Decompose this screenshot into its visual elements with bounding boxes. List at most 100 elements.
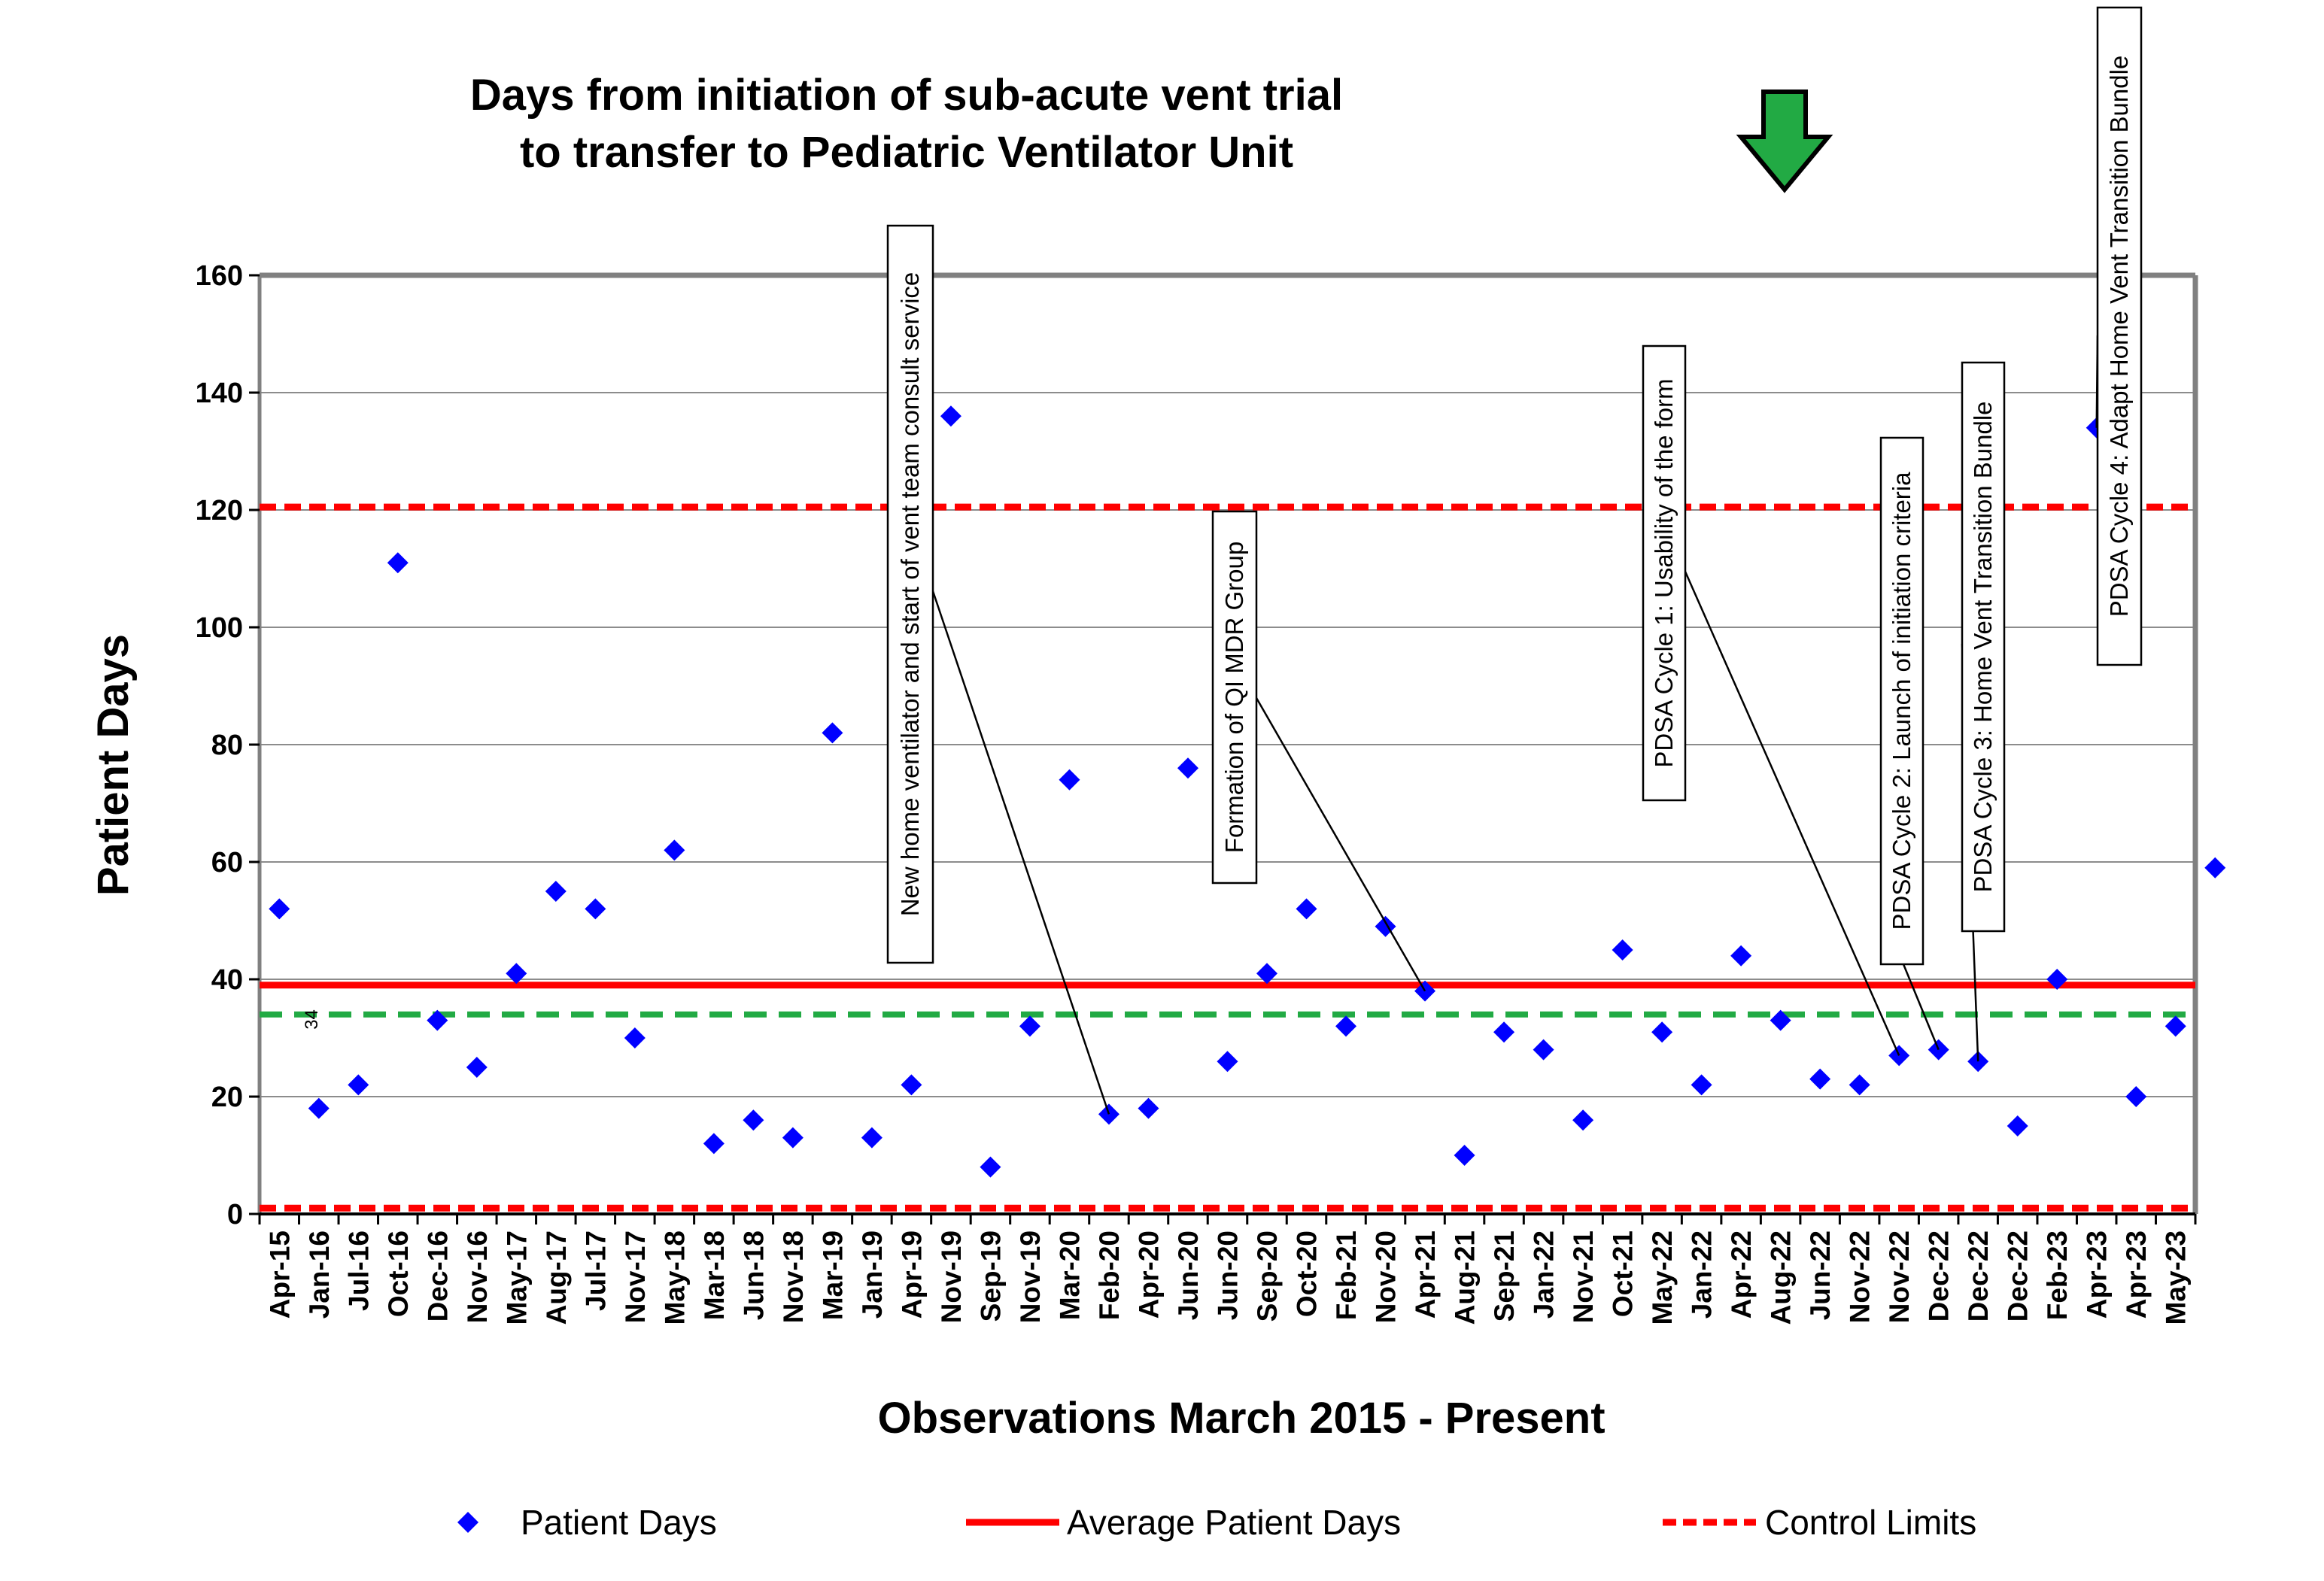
data-point <box>1730 945 1752 967</box>
annotation-callout: Formation of QI MDR Group <box>1211 510 1426 992</box>
x-tick-label: Jan-22 <box>1529 1231 1560 1319</box>
data-point <box>2204 857 2226 879</box>
annotation-text: Formation of QI MDR Group <box>1220 542 1248 853</box>
x-tick-label: Apr-23 <box>2082 1231 2113 1319</box>
legend-marker-diamond <box>457 1512 478 1533</box>
down-arrow-icon <box>1736 90 1833 193</box>
data-point <box>2165 1015 2186 1037</box>
data-point <box>1651 1021 1673 1043</box>
x-tick-label: Jul-17 <box>580 1231 611 1311</box>
annotation-box <box>2096 6 2143 666</box>
annotation-box <box>886 224 934 964</box>
annotation-text: PDSA Cycle 3: Home Vent Transition Bundl… <box>1969 401 1997 892</box>
legend-item: Patient Days <box>457 1503 717 1542</box>
annotation-callout: PDSA Cycle 2: Launch of initiation crite… <box>1879 436 1940 1051</box>
data-point <box>1849 1074 1870 1096</box>
x-tick-label: Oct-21 <box>1608 1231 1639 1317</box>
x-tick-label: Oct-16 <box>383 1231 414 1317</box>
x-tick-label: Mar-20 <box>1054 1231 1085 1320</box>
annotation-leader-line <box>1255 697 1426 992</box>
chart-title-line-1: Days from initiation of sub-acute vent t… <box>470 71 1343 120</box>
data-point <box>1612 939 1633 960</box>
x-tick-label: Nov-18 <box>778 1231 809 1323</box>
x-tick-label: Apr-20 <box>1133 1231 1164 1319</box>
y-tick-label: 100 <box>196 612 243 644</box>
x-tick-label: Dec-22 <box>1924 1231 1955 1322</box>
y-tick-label: 0 <box>227 1199 243 1231</box>
annotation-text: PDSA Cycle 1: Usability of the form <box>1650 378 1678 767</box>
data-point <box>585 898 606 920</box>
annotation-leader-line <box>1902 963 1940 1051</box>
x-tick-label: Apr-22 <box>1726 1231 1757 1319</box>
data-point <box>1809 1068 1831 1090</box>
data-point <box>1019 1015 1040 1037</box>
data-point <box>1217 1051 1238 1073</box>
data-point <box>1177 757 1198 779</box>
x-tick-label: Mar-18 <box>699 1231 730 1320</box>
x-tick-label: Apr-23 <box>2121 1231 2152 1319</box>
data-point <box>664 839 685 861</box>
chart-title: Days from initiation of sub-acute vent t… <box>470 71 1343 177</box>
x-axis-title: Observations March 2015 - Present <box>877 1394 1605 1443</box>
x-tick-label: Dec-22 <box>2003 1231 2034 1322</box>
legend: Patient Days Average Patient Days Control … <box>457 1503 1976 1542</box>
y-tick-label: 40 <box>211 964 243 996</box>
y-tick-label: 140 <box>196 378 243 409</box>
x-tick-label: Jan-16 <box>304 1231 335 1319</box>
x-tick-label: Jan-22 <box>1687 1231 1718 1319</box>
data-point <box>466 1057 488 1078</box>
data-point <box>1533 1039 1554 1061</box>
annotation-box <box>1879 436 1925 966</box>
x-tick-label: Jun-18 <box>738 1231 769 1320</box>
x-tick-label: Apr-15 <box>264 1231 295 1319</box>
x-tick-label: May-18 <box>659 1231 690 1325</box>
data-point <box>427 1009 448 1031</box>
data-point <box>1493 1021 1515 1043</box>
data-point <box>1454 1145 1475 1166</box>
annotation-text: New home ventilator and start of vent te… <box>896 272 924 917</box>
data-point <box>387 552 409 574</box>
data-point <box>1296 898 1317 920</box>
data-point <box>308 1097 330 1119</box>
legend-label: Average Patient Days <box>1067 1503 1401 1542</box>
data-point <box>1138 1097 1159 1119</box>
data-point <box>545 881 567 902</box>
x-tick-label: May-17 <box>501 1231 532 1325</box>
x-tick-label: Apr-21 <box>1410 1231 1441 1319</box>
x-tick-label: Sep-21 <box>1489 1231 1520 1322</box>
x-tick-label: Jan-19 <box>857 1231 888 1319</box>
data-point <box>703 1133 725 1155</box>
data-point <box>348 1074 369 1096</box>
x-tick-label: Nov-22 <box>1845 1231 1876 1323</box>
legend-item: Average Patient Days <box>966 1503 1401 1542</box>
x-tick-label: Nov-16 <box>462 1231 493 1323</box>
data-point <box>2125 1086 2147 1107</box>
x-tick-label: Dec-16 <box>422 1231 453 1322</box>
annotation-box <box>1211 510 1258 885</box>
legend-item: Control Limits <box>1663 1503 1976 1542</box>
data-point <box>1572 1109 1594 1131</box>
x-tick-label: Jun-20 <box>1173 1231 1204 1320</box>
x-tick-label: Nov-22 <box>1884 1231 1915 1323</box>
annotation-leader-line <box>1684 571 1900 1056</box>
data-point <box>1256 963 1278 985</box>
x-tick-label: Feb-20 <box>1094 1231 1125 1320</box>
x-tick-label: Nov-17 <box>620 1231 651 1323</box>
plot-area: 0 20 40 60 80 100 120 140 160 34 Apr-15 Jan-16 Jul-1… <box>196 260 2226 1325</box>
data-point <box>2007 1115 2028 1136</box>
data-point <box>822 722 843 744</box>
legend-label: Control Limits <box>1765 1503 1976 1542</box>
data-point <box>980 1156 1001 1178</box>
annotation-callout: PDSA Cycle 3: Home Vent Transition Bundl… <box>1961 361 2006 1062</box>
x-tick-label: Aug-22 <box>1766 1231 1797 1325</box>
x-tick-label: Nov-19 <box>1015 1231 1046 1323</box>
x-tick-label: Sep-19 <box>975 1231 1006 1322</box>
data-point <box>901 1074 922 1096</box>
annotation-callout: PDSA Cycle 1: Usability of the form <box>1642 344 1900 1056</box>
annotation-box <box>1961 361 2006 933</box>
data-point <box>624 1027 646 1048</box>
down-arrow-icon-shape <box>1736 90 1833 193</box>
x-tick-label: Oct-20 <box>1292 1231 1323 1317</box>
x-tick-label: Feb-23 <box>2042 1231 2073 1320</box>
data-point <box>861 1127 883 1149</box>
